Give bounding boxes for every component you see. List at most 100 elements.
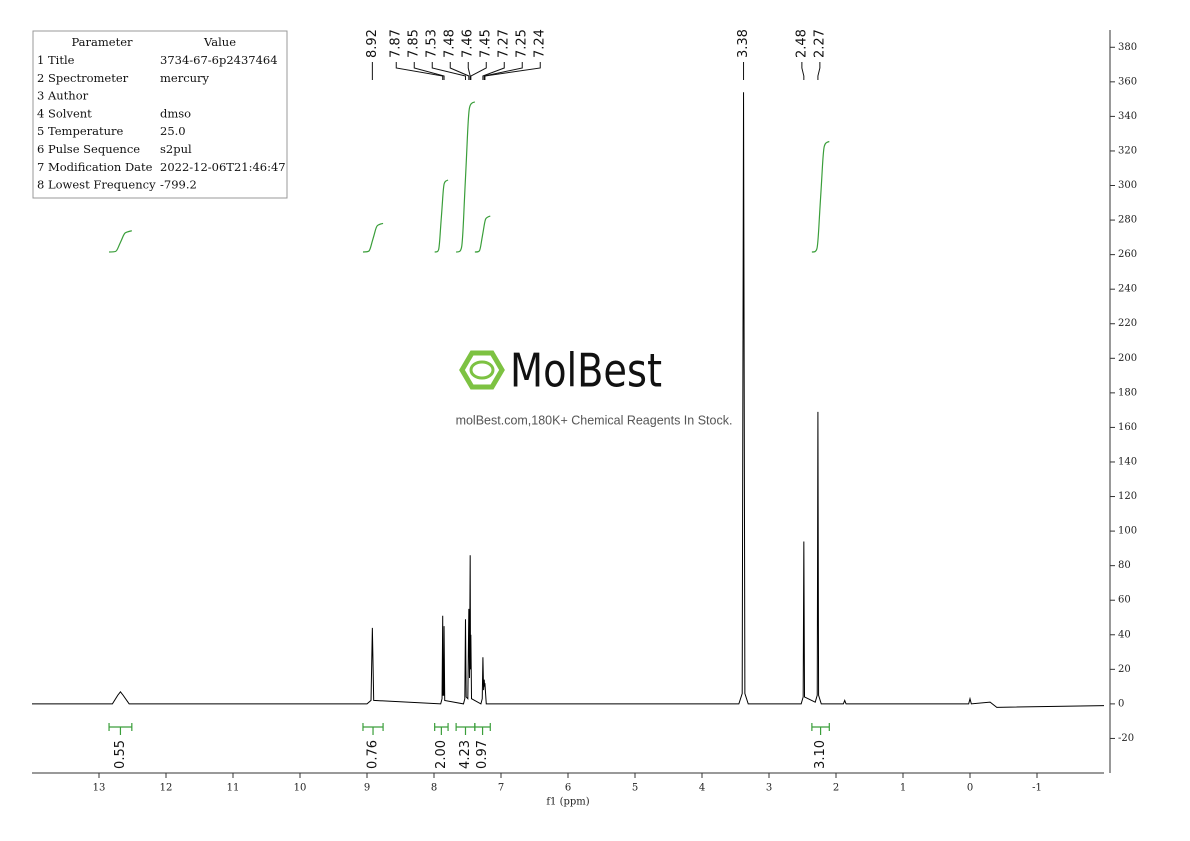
x-tick-label: 3 (766, 783, 772, 794)
integral-curve (474, 215, 491, 253)
integral-bracket (455, 723, 476, 735)
peak-leader (467, 62, 471, 80)
integral-curve (362, 222, 384, 253)
peak-label: 7.45 (479, 29, 494, 58)
peak-label: 7.27 (497, 29, 512, 58)
y-tick-label: 260 (1118, 249, 1137, 260)
integral-label: 3.10 (813, 740, 828, 769)
peak-leader (431, 62, 466, 80)
parameter-value: 3734-67-6p2437464 (160, 53, 278, 67)
peak-label: 7.87 (389, 29, 404, 58)
integral-bracket (362, 723, 384, 735)
peak-leader (395, 62, 444, 80)
peak-label: 8.92 (365, 29, 380, 58)
y-tick-label: 380 (1118, 42, 1137, 53)
parameter-name: 8 Lowest Frequency (37, 178, 156, 192)
integral-bracket (474, 723, 491, 735)
y-tick-label: -20 (1118, 733, 1134, 744)
parameter-value: dmso (160, 106, 191, 120)
integral-curve (434, 179, 449, 253)
parameter-value: 25.0 (160, 124, 186, 138)
spectrum-line (32, 92, 1105, 708)
integral-label: 2.00 (434, 740, 449, 769)
x-tick-label: -1 (1032, 783, 1042, 794)
peak-label: 7.24 (533, 29, 548, 58)
y-tick-label: 200 (1118, 353, 1137, 364)
parameter-name: 1 Title (37, 53, 75, 67)
y-tick-label: 140 (1118, 456, 1137, 467)
y-tick-label: 180 (1118, 387, 1137, 398)
y-tick-label: 360 (1118, 76, 1137, 87)
y-tick-label: 340 (1118, 111, 1137, 122)
peak-label: 7.46 (461, 29, 476, 58)
x-tick-label: 0 (967, 783, 973, 794)
peak-leader (817, 62, 821, 80)
x-tick-label: 6 (565, 783, 571, 794)
x-tick-label: 10 (294, 783, 307, 794)
parameter-value: mercury (160, 71, 210, 85)
y-tick-label: 60 (1118, 595, 1131, 606)
parameter-name: 3 Author (37, 89, 89, 103)
parameter-name: 5 Temperature (37, 124, 124, 138)
peak-label: 7.48 (443, 29, 458, 58)
x-tick-label: 4 (699, 783, 705, 794)
y-tick-label: 80 (1118, 560, 1131, 571)
parameter-value: s2pul (160, 142, 192, 156)
parameter-table (32, 30, 288, 199)
integral-label: 0.55 (113, 740, 128, 769)
table-header: Parameter (71, 35, 133, 49)
integral-bracket (108, 723, 133, 735)
tagline: molBest.com,180K+ Chemical Reagents In S… (456, 413, 733, 427)
y-tick-label: 120 (1118, 491, 1137, 502)
peak-leader (470, 62, 487, 80)
integral-bracket (811, 723, 830, 735)
x-tick-label: 13 (93, 783, 106, 794)
integral-label: 0.76 (366, 740, 381, 769)
peak-label: 7.53 (425, 29, 440, 58)
parameter-value: -799.2 (160, 178, 197, 192)
peak-label: 2.27 (812, 29, 827, 58)
peak-leader (413, 62, 445, 80)
y-tick-label: 0 (1118, 698, 1124, 709)
y-tick-label: 40 (1118, 629, 1131, 640)
x-tick-label: 5 (632, 783, 638, 794)
y-tick-label: 100 (1118, 526, 1137, 537)
integral-bracket (434, 723, 449, 735)
peak-leader (483, 62, 523, 80)
parameter-name: 6 Pulse Sequence (37, 142, 140, 156)
peak-label: 3.38 (736, 29, 751, 58)
logo-ring (469, 360, 495, 380)
parameter-value: 2022-12-06T21:46:47 (160, 160, 286, 174)
watermark: MolBest molBest.com,180K+ Chemical Reage… (456, 344, 733, 428)
x-tick-label: 2 (833, 783, 839, 794)
y-tick-label: 300 (1118, 180, 1137, 191)
x-tick-label: 7 (498, 783, 504, 794)
peak-label: 7.85 (407, 29, 422, 58)
x-tick-label: 8 (431, 783, 437, 794)
y-tick-label: 20 (1118, 664, 1131, 675)
peak-leader (449, 62, 470, 80)
peak-leader (801, 62, 805, 80)
logo-hexagon (459, 350, 505, 390)
table-header: Value (203, 35, 236, 49)
x-tick-label: 12 (160, 783, 173, 794)
y-tick-label: 240 (1118, 284, 1137, 295)
x-tick-label: 1 (900, 783, 906, 794)
integral-curve (456, 101, 476, 253)
peak-leader (482, 62, 505, 80)
integral-label: 4.23 (458, 740, 473, 769)
peak-leader (484, 62, 541, 80)
y-tick-label: 160 (1118, 422, 1137, 433)
x-tick-label: 9 (364, 783, 370, 794)
peak-label: 7.25 (515, 29, 530, 58)
x-tick-label: 11 (227, 783, 240, 794)
y-tick-label: 320 (1118, 145, 1137, 156)
peak-label: 2.48 (794, 29, 809, 58)
y-tick-label: 280 (1118, 215, 1137, 226)
integral-curve (109, 230, 132, 253)
x-axis-label: f1 (ppm) (546, 797, 589, 808)
brand: MolBest (510, 344, 662, 398)
parameter-name: 7 Modification Date (37, 160, 153, 174)
